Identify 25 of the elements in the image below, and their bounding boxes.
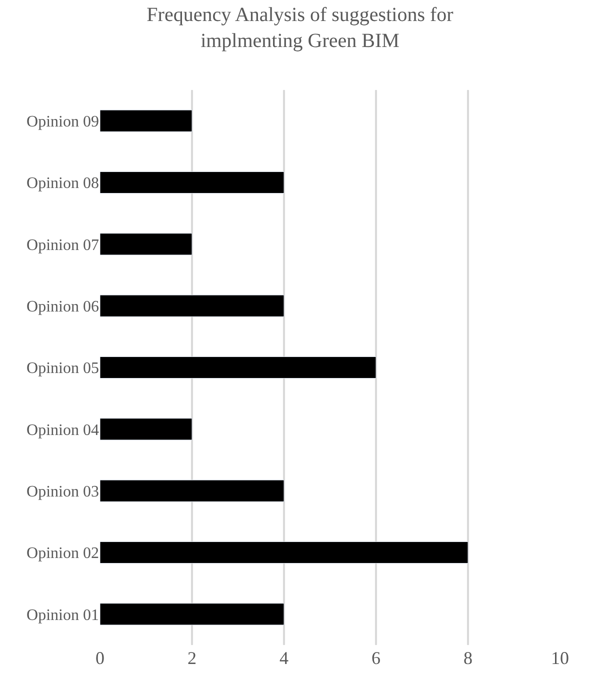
x-tick-label: 0 (96, 648, 104, 668)
y-tick-label: Opinion 09 (26, 113, 99, 130)
bar (100, 294, 284, 317)
bar (100, 418, 192, 440)
chart-title: Frequency Analysis of suggestions for implmenting Green BIM (146, 4, 454, 52)
x-tick-label: 10 (551, 648, 569, 668)
x-tick-label: 4 (280, 648, 288, 668)
bar (100, 603, 284, 626)
y-tick-label: Opinion 03 (26, 483, 99, 500)
y-tick-label: Opinion 08 (26, 175, 99, 192)
x-tick-label: 2 (188, 648, 196, 668)
y-tick-label: Opinion 06 (26, 298, 99, 316)
y-tick-label: Opinion 05 (26, 360, 99, 378)
bar (100, 356, 376, 379)
bar (100, 171, 284, 194)
bar (100, 110, 192, 132)
y-tick-label: Opinion 02 (26, 545, 99, 562)
x-tick-label: 6 (372, 648, 380, 668)
bar (100, 480, 284, 502)
y-tick-label: Opinion 04 (26, 422, 99, 439)
y-tick-label: Opinion 07 (26, 236, 99, 254)
bar (100, 541, 468, 564)
x-tick-label: 8 (464, 648, 472, 668)
bar (100, 233, 192, 256)
y-tick-label: Opinion 01 (26, 606, 99, 624)
